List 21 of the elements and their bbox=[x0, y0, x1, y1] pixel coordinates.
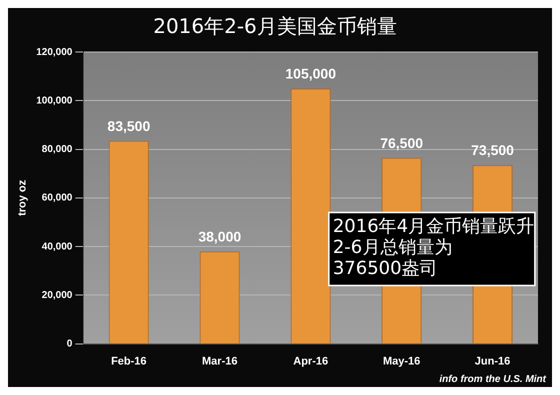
x-tick-label: Jun-16 bbox=[474, 355, 510, 368]
x-tick-label: May-16 bbox=[382, 355, 420, 368]
y-tick-label: 80,000 bbox=[42, 144, 73, 156]
data-label: 73,500 bbox=[471, 142, 514, 158]
data-label: 38,000 bbox=[198, 228, 242, 244]
data-label: 76,500 bbox=[380, 134, 424, 151]
data-label: 105,000 bbox=[285, 65, 336, 82]
y-tick-label: 120,000 bbox=[36, 46, 73, 58]
data-label: 83,500 bbox=[107, 118, 150, 134]
annotation: 2016年4月金币销量跃升 2-6月总销量为 376500盎司 bbox=[332, 216, 534, 280]
x-tick-label: Apr-16 bbox=[293, 355, 328, 368]
x-tick-label: Mar-16 bbox=[202, 355, 238, 368]
y-tick-label: 20,000 bbox=[42, 290, 73, 301]
x-tick-label: Feb-16 bbox=[111, 355, 147, 368]
y-axis-title: troy oz bbox=[16, 179, 29, 216]
y-tick-label: 40,000 bbox=[42, 241, 73, 252]
text: info from the U.S. Mint bbox=[439, 374, 547, 385]
y-tick-label: 0 bbox=[66, 338, 73, 350]
chart-title: 2016年2-6月美国金币销量 bbox=[153, 14, 397, 38]
y-tick-label: 60,000 bbox=[42, 192, 73, 204]
y-tick-label: 100,000 bbox=[36, 95, 73, 106]
